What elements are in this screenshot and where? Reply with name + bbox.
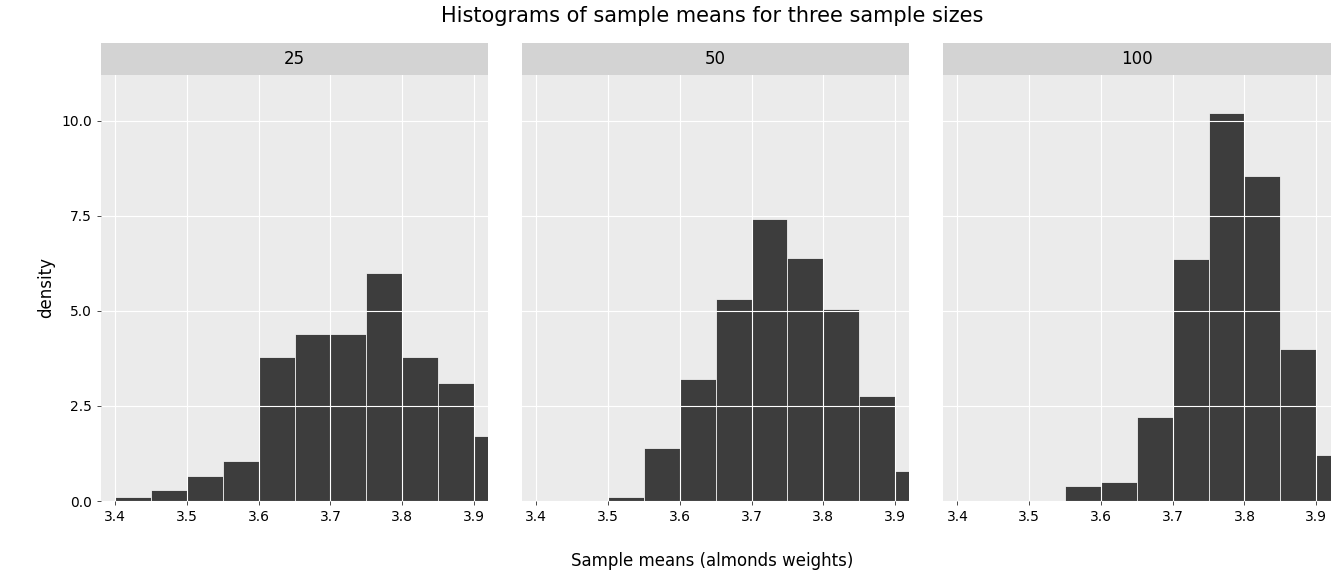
- Bar: [1245, 176, 1281, 501]
- Bar: [788, 257, 824, 501]
- Bar: [1173, 259, 1208, 501]
- Bar: [187, 476, 223, 501]
- Bar: [367, 273, 402, 501]
- Bar: [1064, 486, 1101, 501]
- Bar: [1137, 418, 1173, 501]
- Text: Histograms of sample means for three sample sizes: Histograms of sample means for three sam…: [441, 6, 984, 26]
- Y-axis label: density: density: [38, 257, 55, 319]
- Bar: [509, 452, 546, 501]
- Bar: [438, 383, 474, 501]
- Bar: [824, 309, 859, 501]
- Bar: [1208, 113, 1245, 501]
- Bar: [582, 495, 617, 501]
- Bar: [151, 491, 187, 501]
- Bar: [680, 378, 716, 501]
- Bar: [607, 497, 644, 501]
- Bar: [294, 334, 331, 501]
- Bar: [223, 461, 258, 501]
- Text: 100: 100: [1121, 50, 1153, 68]
- Text: Sample means (almonds weights): Sample means (almonds weights): [571, 552, 853, 570]
- Bar: [402, 357, 438, 501]
- Bar: [474, 437, 509, 501]
- Bar: [1281, 349, 1316, 501]
- Bar: [931, 494, 966, 501]
- Bar: [331, 334, 367, 501]
- Bar: [1316, 456, 1344, 501]
- Bar: [258, 357, 294, 501]
- Bar: [116, 497, 151, 501]
- Bar: [859, 396, 895, 501]
- Bar: [546, 491, 582, 501]
- Bar: [715, 300, 751, 501]
- Bar: [751, 219, 788, 501]
- Bar: [1101, 482, 1137, 501]
- Bar: [895, 471, 931, 501]
- Text: 50: 50: [706, 50, 726, 68]
- Text: 25: 25: [284, 50, 305, 68]
- Bar: [644, 448, 680, 501]
